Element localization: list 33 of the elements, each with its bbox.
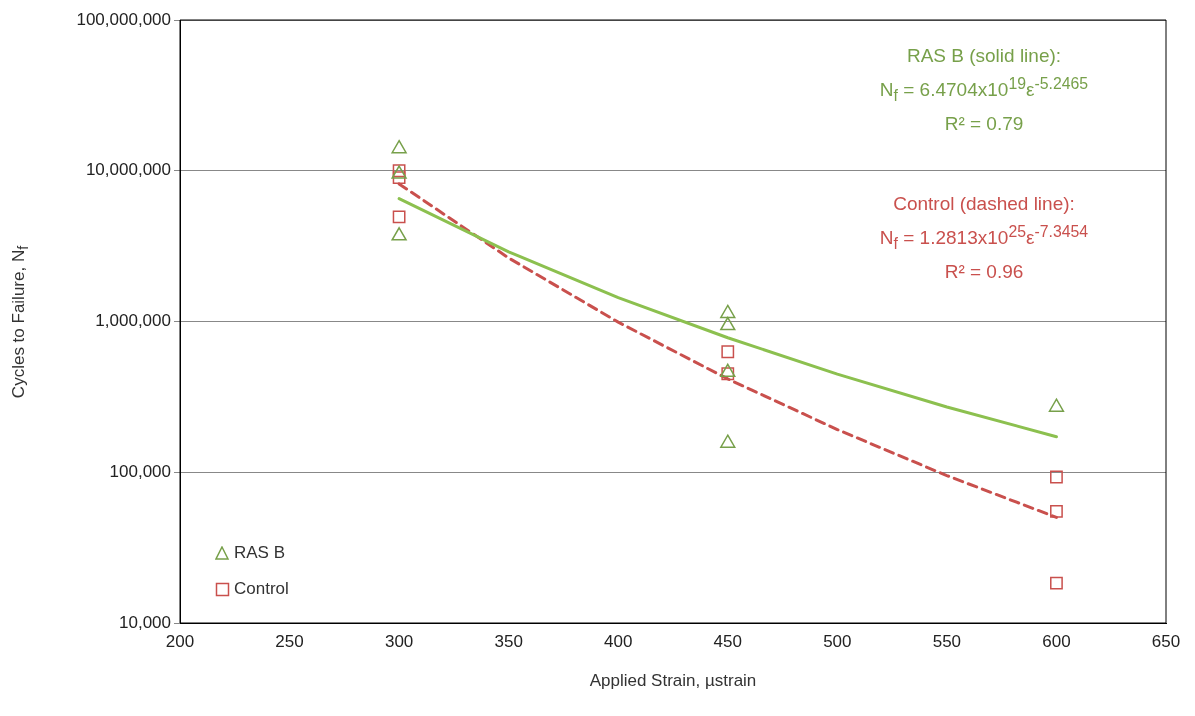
x-axis-title: Applied Strain, µstrain (589, 671, 757, 691)
x-tick-label: 550 (932, 631, 962, 651)
point (1048, 398, 1065, 412)
text: Control (dashed line): N$_{f}$ = 1.2813x10$^{25}$ε$^{-7.3454}$ R² = 0.96 (879, 193, 1089, 283)
y-tick-label: 1,000,000 (95, 311, 171, 331)
point (391, 139, 407, 154)
text: RAS B (solid line): N$_{f}$ = 6.4704x10$^{19}$ε$^{-5.2465}$ R² = 0.79 (879, 45, 1089, 135)
point (720, 363, 736, 378)
point (721, 345, 735, 359)
point (391, 227, 407, 241)
legend-label: RAS B (234, 543, 286, 563)
y-tick-label: 10,000,000 (85, 160, 171, 180)
point (1050, 576, 1063, 590)
point (392, 210, 406, 224)
y-tick-label: 100,000 (109, 461, 171, 481)
point (1050, 470, 1063, 484)
x-tick-label: 400 (604, 631, 633, 651)
x-tick-label: 650 (1151, 631, 1181, 651)
y-tick-label: 100,000,000 (76, 9, 171, 29)
point (721, 367, 735, 381)
point (720, 316, 736, 331)
x-tick-label: 450 (713, 631, 742, 651)
x-tick-label: 250 (275, 631, 304, 651)
point (1050, 504, 1063, 518)
x-tick-label: 200 (165, 631, 195, 651)
y-tick-label: 10,000 (119, 612, 171, 632)
point (720, 434, 736, 448)
legend-label: Control (234, 579, 289, 599)
x-tick-label: 500 (823, 631, 852, 651)
x-tick-label: 300 (384, 631, 414, 651)
point (720, 304, 736, 319)
x-tick-label: 350 (494, 631, 523, 651)
x-tick-label: 600 (1042, 631, 1071, 651)
